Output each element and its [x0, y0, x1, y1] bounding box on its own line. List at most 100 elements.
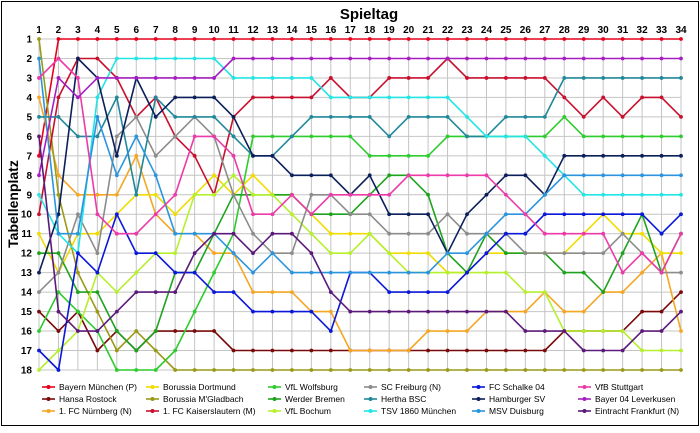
data-point — [37, 114, 41, 119]
data-point — [212, 192, 216, 197]
y-tick-label: 16 — [21, 327, 33, 338]
data-point — [426, 173, 430, 178]
data-point — [504, 309, 508, 314]
data-point — [192, 37, 197, 41]
x-tick-label: 34 — [675, 25, 687, 36]
data-point — [192, 153, 197, 158]
data-point — [581, 134, 586, 139]
data-point — [484, 76, 489, 80]
y-tick-label: 7 — [26, 151, 32, 162]
data-point — [640, 76, 644, 80]
data-point — [426, 114, 430, 119]
data-point — [309, 212, 314, 217]
data-point — [445, 95, 450, 100]
data-point — [659, 270, 664, 275]
data-point — [309, 114, 314, 119]
data-point — [56, 309, 61, 314]
data-point — [562, 56, 567, 61]
data-point — [406, 309, 411, 314]
data-point — [406, 37, 411, 41]
data-point — [114, 329, 119, 333]
data-point — [134, 368, 139, 372]
legend-item: Borussia Dortmund — [146, 382, 236, 392]
data-point — [173, 192, 178, 197]
legend-swatch-marker — [150, 409, 155, 413]
data-point — [659, 368, 664, 372]
y-tick-label: 11 — [21, 229, 32, 240]
data-point — [76, 212, 80, 217]
data-point — [37, 329, 41, 333]
data-point — [114, 56, 119, 61]
data-point — [95, 37, 100, 41]
legend-swatch-marker — [272, 385, 277, 389]
data-point — [562, 368, 567, 372]
data-point — [114, 368, 119, 372]
data-point — [387, 76, 392, 80]
data-point — [309, 192, 314, 197]
data-point — [251, 192, 255, 197]
data-point — [504, 231, 508, 236]
data-point — [134, 134, 139, 139]
data-point — [290, 368, 294, 372]
legend-label: Hamburger SV — [489, 394, 546, 404]
legend-swatch-marker — [582, 385, 587, 389]
data-point — [348, 56, 353, 61]
data-point — [153, 329, 158, 333]
data-point — [192, 368, 197, 372]
series-12 — [37, 56, 683, 256]
data-point — [581, 270, 586, 275]
legend-swatch-marker — [150, 397, 155, 401]
y-tick-label: 18 — [21, 366, 33, 377]
legend-label: Borussia M'Gladbach — [163, 394, 244, 404]
data-point — [134, 348, 139, 353]
data-point — [601, 56, 606, 61]
data-point — [192, 192, 197, 197]
x-tick-labels: 1 2 3 4 5 6 7 8 9 10 11 12 13 14 15 16 17 18 19 20 21 22 23 24 2… — [36, 25, 687, 36]
data-point — [192, 76, 197, 80]
legend-label: Werder Bremen — [285, 394, 345, 404]
data-point — [328, 56, 333, 61]
data-point — [76, 231, 80, 236]
data-point — [542, 290, 547, 295]
data-point — [426, 231, 430, 236]
data-point — [387, 348, 392, 353]
legend-item: VfB Stuttgart — [578, 382, 644, 392]
series-line — [38, 38, 681, 156]
data-point — [523, 56, 528, 61]
data-point — [290, 37, 294, 41]
legend-label: Bayer 04 Leverkusen — [595, 394, 676, 404]
data-point — [270, 134, 275, 139]
data-point — [134, 153, 139, 158]
data-point — [270, 290, 275, 295]
data-point — [504, 192, 508, 197]
data-point — [328, 270, 333, 275]
data-point — [620, 231, 625, 236]
data-point — [504, 212, 508, 217]
data-point — [173, 134, 178, 139]
series-line — [39, 77, 681, 196]
data-point — [37, 348, 41, 353]
data-point — [562, 153, 567, 158]
data-point — [445, 348, 450, 353]
legend-swatch-marker — [272, 397, 277, 401]
data-point — [581, 309, 586, 314]
data-point — [328, 231, 333, 236]
legend-label: Hansa Rostock — [59, 394, 117, 404]
data-point — [426, 290, 430, 295]
data-point — [406, 56, 411, 61]
x-tick-label: 32 — [637, 25, 649, 36]
y-tick-label: 5 — [26, 112, 32, 123]
data-point — [581, 329, 586, 333]
data-point — [504, 56, 508, 61]
data-point — [679, 290, 683, 295]
data-point — [679, 114, 683, 119]
legend-label: FC Schalke 04 — [489, 382, 545, 392]
data-point — [231, 192, 236, 197]
series-lines — [37, 37, 683, 372]
x-tick-label: 3 — [75, 25, 81, 36]
legend-label: VfL Wolfsburg — [285, 382, 338, 392]
data-point — [679, 212, 683, 217]
data-point — [231, 56, 236, 61]
data-point — [231, 290, 236, 295]
